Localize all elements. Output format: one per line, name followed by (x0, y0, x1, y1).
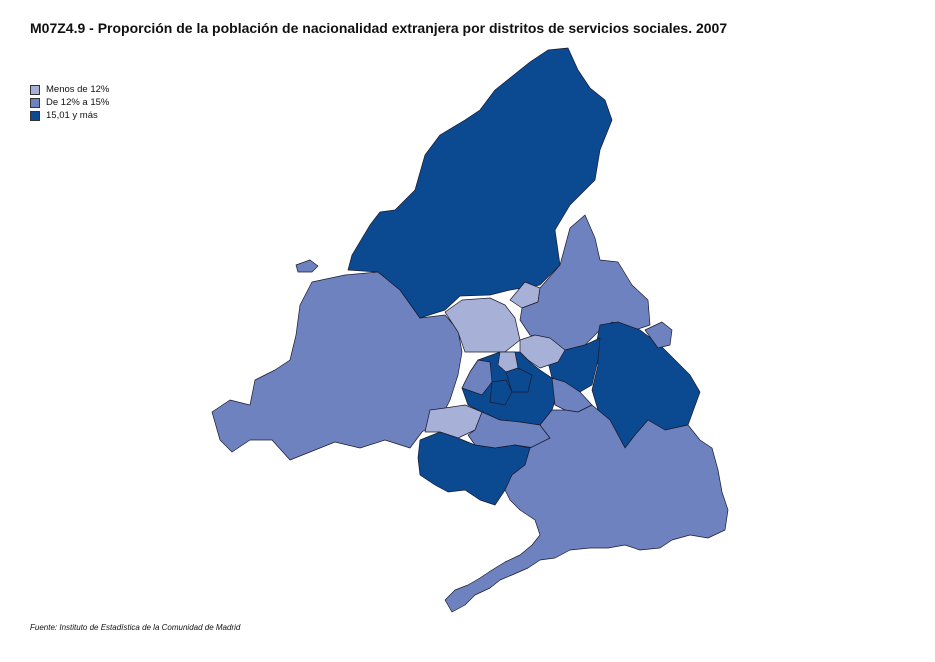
source-note: Fuente: Instituto de Estadística de la C… (30, 623, 241, 632)
district-north-east (519, 214, 651, 351)
legend-swatch-high (30, 110, 40, 121)
legend-label-mid: De 12% a 15% (46, 97, 110, 108)
legend-item-high: 15,01 y más (30, 109, 109, 122)
district-islet (295, 259, 319, 273)
district-center-c (505, 367, 533, 393)
map-legend: Menos de 12% De 12% a 15% 15,01 y más (30, 83, 109, 122)
district-center-a (461, 359, 493, 396)
legend-label-low: Menos de 12% (46, 84, 110, 95)
legend-swatch-low (30, 84, 40, 95)
legend-item-low: Menos de 12% (30, 83, 109, 96)
district-east-center (547, 337, 601, 393)
district-east-small (644, 321, 673, 349)
district-center-d (489, 379, 513, 406)
legend-item-mid: De 12% a 15% (30, 96, 109, 109)
district-west (211, 271, 463, 461)
district-north (347, 47, 613, 319)
district-south-center-mid (467, 411, 551, 449)
legend-label-high: 15,01 y más (46, 110, 98, 121)
legend-swatch-mid (30, 97, 40, 108)
map-title: M07Z4.9 - Proporción de la población de … (30, 20, 728, 36)
district-south-east (444, 404, 729, 613)
